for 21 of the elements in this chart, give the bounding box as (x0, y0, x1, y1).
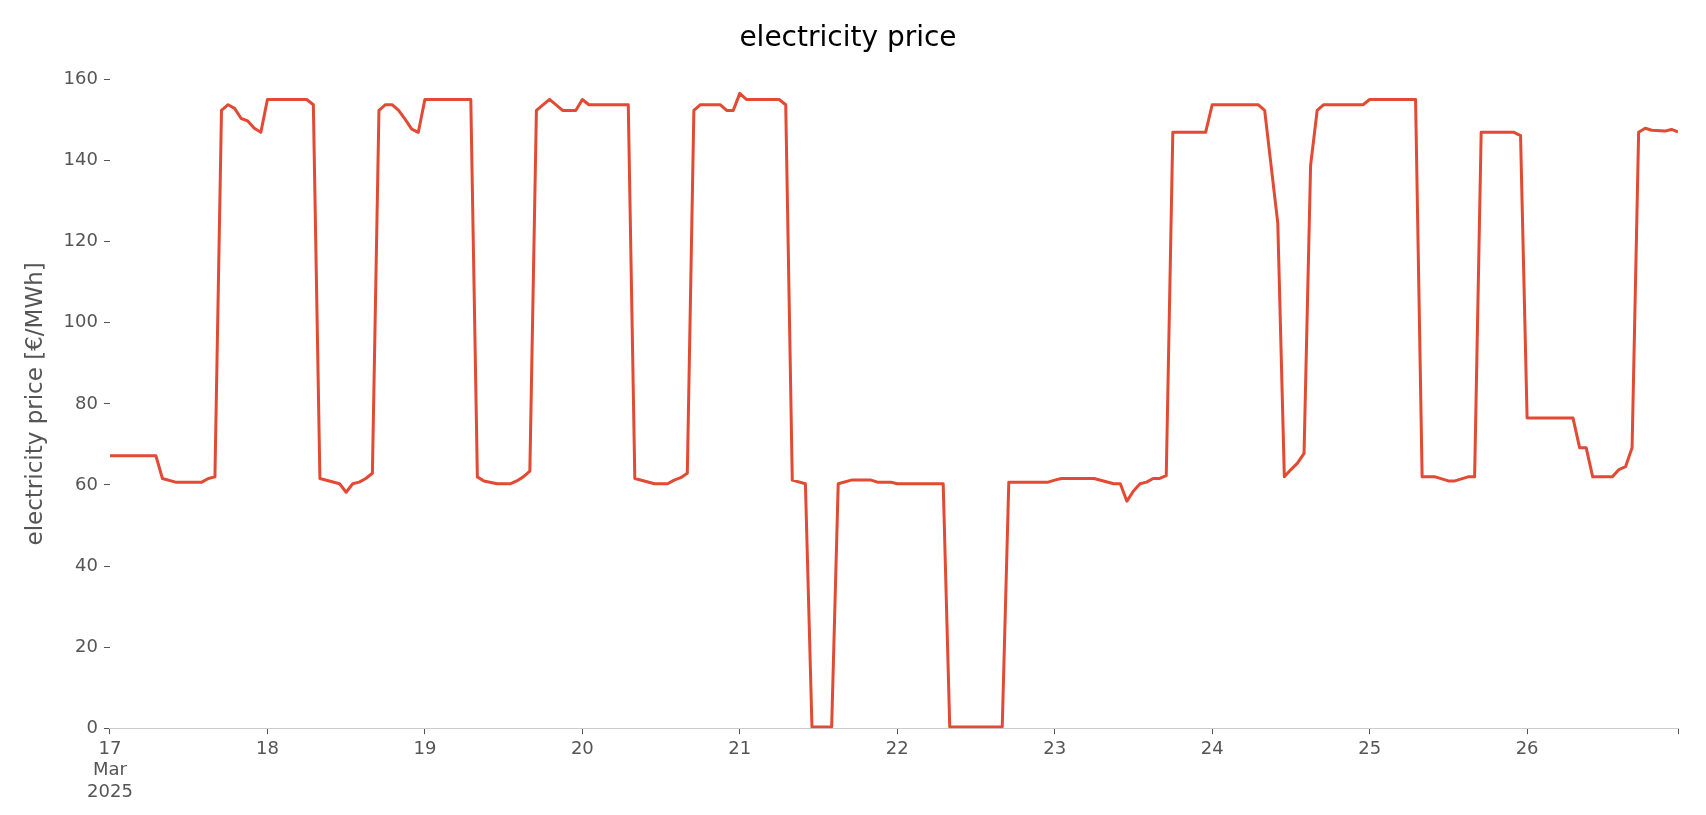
y-axis-title: electricity price [€/MWh] (20, 262, 47, 546)
y-tick-label: 120 (63, 229, 98, 251)
chart-title: electricity price (739, 20, 957, 54)
x-tick-label: 23 (1043, 736, 1067, 758)
y-tick-label: 60 (75, 472, 98, 494)
y-tick-label: 100 (63, 310, 98, 332)
x-tick-label: 24 (1200, 736, 1224, 758)
x-tick-label: 17 Mar 2025 (87, 736, 133, 801)
x-tick-label: 25 (1358, 736, 1382, 758)
y-tick-label: 40 (75, 553, 98, 575)
x-tick-label: 19 (413, 736, 437, 758)
y-tick-label: 80 (75, 391, 98, 413)
x-tick-label: 18 (255, 736, 279, 758)
y-tick-label: 20 (75, 634, 98, 656)
x-tick-label: 20 (570, 736, 594, 758)
y-tick-label: 160 (63, 67, 98, 89)
x-tick-label: 21 (728, 736, 752, 758)
x-tick-label: 26 (1515, 736, 1539, 758)
y-tick-label: 140 (63, 148, 98, 170)
x-tick-label: 22 (885, 736, 909, 758)
y-tick-label: 0 (86, 715, 98, 737)
